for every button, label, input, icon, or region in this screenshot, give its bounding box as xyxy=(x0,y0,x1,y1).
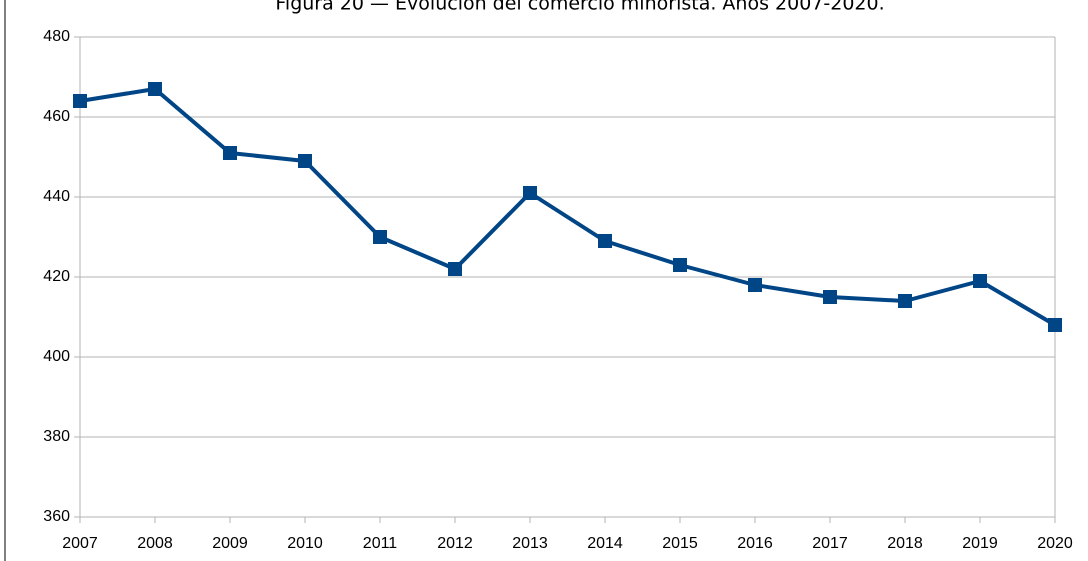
marker xyxy=(73,94,87,108)
y-tick-label: 420 xyxy=(43,268,70,285)
marker xyxy=(823,290,837,304)
marker xyxy=(898,294,912,308)
x-tick-label: 2013 xyxy=(512,535,548,552)
marker xyxy=(373,230,387,244)
marker xyxy=(598,234,612,248)
x-tick-label: 2008 xyxy=(137,535,173,552)
marker xyxy=(673,258,687,272)
x-tick-label: 2019 xyxy=(962,535,998,552)
y-tick-label: 400 xyxy=(43,348,70,365)
x-tick-label: 2018 xyxy=(887,535,923,552)
x-tick-label: 2011 xyxy=(363,535,398,552)
x-tick-label: 2010 xyxy=(287,535,323,552)
x-tick-label: 2017 xyxy=(812,535,848,552)
x-tick-label: 2014 xyxy=(587,535,623,552)
x-tick-label: 2007 xyxy=(62,535,98,552)
series-line xyxy=(79,87,1057,327)
x-tick-label: 2012 xyxy=(437,535,473,552)
x-tick-label: 2020 xyxy=(1037,535,1073,552)
y-tick-label: 480 xyxy=(43,28,70,45)
marker xyxy=(223,146,237,160)
y-tick-label: 460 xyxy=(43,108,70,125)
x-tick-label: 2015 xyxy=(662,535,698,552)
chart-title: Figura 20 — Evolución del comercio minor… xyxy=(275,0,884,15)
y-tick-label: 440 xyxy=(43,188,70,205)
marker xyxy=(523,186,537,200)
marker xyxy=(1048,318,1062,332)
y-tick-label: 380 xyxy=(43,428,70,445)
marker xyxy=(448,262,462,276)
marker xyxy=(148,82,162,96)
marker xyxy=(298,154,312,168)
marker xyxy=(973,274,987,288)
y-tick-label: 360 xyxy=(43,508,70,525)
x-tick-label: 2016 xyxy=(737,535,773,552)
marker xyxy=(748,278,762,292)
x-tick-label: 2009 xyxy=(212,535,248,552)
